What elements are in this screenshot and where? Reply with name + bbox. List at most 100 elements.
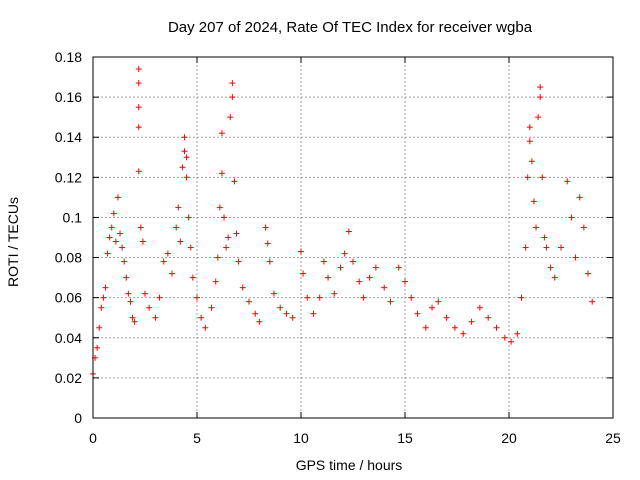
roti-point xyxy=(576,194,583,201)
roti-point xyxy=(106,234,113,241)
roti-point xyxy=(300,270,307,277)
roti-point xyxy=(214,254,221,261)
roti-point xyxy=(123,274,130,281)
roti-point xyxy=(422,324,429,331)
roti-point xyxy=(533,224,540,231)
roti-point xyxy=(429,304,436,311)
roti-point xyxy=(112,238,119,245)
roti-point xyxy=(350,258,356,265)
x-tick-label: 5 xyxy=(193,430,201,446)
roti-point xyxy=(252,310,259,317)
roti-point xyxy=(108,224,115,231)
roti-point xyxy=(156,294,163,301)
roti-point xyxy=(137,224,144,231)
roti-point xyxy=(125,290,132,297)
roti-point xyxy=(194,294,200,301)
plot-frame xyxy=(92,56,614,419)
roti-point xyxy=(119,244,126,251)
roti-point xyxy=(558,244,564,251)
roti-point xyxy=(135,80,142,87)
x-axis-label: GPS time / hours xyxy=(296,457,403,473)
roti-point xyxy=(179,164,186,171)
roti-point xyxy=(264,240,271,247)
y-tick-label: 0.12 xyxy=(55,169,82,185)
roti-point xyxy=(360,294,367,301)
roti-point xyxy=(341,250,348,257)
roti-point xyxy=(270,290,277,297)
y-tick-label: 0.14 xyxy=(55,129,82,145)
roti-point xyxy=(325,274,332,281)
roti-point xyxy=(372,264,379,271)
roti-point xyxy=(183,154,190,161)
roti-point xyxy=(387,298,394,305)
roti-point xyxy=(189,274,196,281)
roti-point xyxy=(110,210,117,217)
roti-point xyxy=(183,174,190,181)
roti-point xyxy=(543,244,550,251)
roti-point xyxy=(221,214,228,221)
roti-point xyxy=(187,244,194,251)
x-tick-label: 0 xyxy=(89,430,97,446)
roti-point xyxy=(541,234,548,241)
roti-point xyxy=(524,174,531,181)
x-tick-label: 10 xyxy=(293,430,309,446)
y-tick-label: 0 xyxy=(74,410,82,426)
roti-point xyxy=(114,194,121,201)
roti-point xyxy=(198,314,205,321)
roti-point xyxy=(100,294,107,301)
roti-point xyxy=(135,124,142,131)
roti-point xyxy=(169,270,176,277)
roti-point xyxy=(526,124,533,131)
roti-point xyxy=(223,244,230,251)
roti-point xyxy=(164,250,171,257)
roti-point xyxy=(414,310,421,317)
roti-point xyxy=(266,258,273,265)
roti-point xyxy=(98,304,105,311)
roti-point xyxy=(580,224,587,231)
roti-point xyxy=(181,148,188,155)
y-tick-label: 0.1 xyxy=(63,209,83,225)
roti-point xyxy=(117,230,124,237)
roti-point xyxy=(212,278,219,285)
roti-point xyxy=(460,330,467,337)
roti-point xyxy=(121,258,128,265)
roti-point xyxy=(402,278,408,285)
roti-point xyxy=(142,290,148,297)
roti-point xyxy=(518,294,525,301)
roti-point xyxy=(395,264,402,271)
y-tick-label: 0.02 xyxy=(55,370,82,386)
roti-point xyxy=(408,294,415,301)
roti-point xyxy=(568,214,575,221)
roti-point xyxy=(229,80,236,87)
x-tick-label: 25 xyxy=(605,430,621,446)
roti-point xyxy=(185,214,192,221)
roti-point xyxy=(104,250,111,257)
roti-point xyxy=(235,258,242,265)
roti-point xyxy=(337,264,344,271)
roti-point xyxy=(202,324,209,331)
roti-point xyxy=(528,158,535,165)
y-tick-label: 0.18 xyxy=(55,49,82,65)
roti-point xyxy=(366,274,373,281)
roti-point xyxy=(262,224,269,231)
roti-point xyxy=(345,228,352,235)
roti-point xyxy=(476,304,483,311)
x-tick-label: 20 xyxy=(501,430,517,446)
roti-point xyxy=(218,170,225,177)
roti-point xyxy=(443,314,450,321)
roti-point xyxy=(160,258,167,265)
roti-point xyxy=(152,314,159,321)
roti-point xyxy=(216,204,223,211)
roti-point xyxy=(320,258,327,265)
roti-point xyxy=(102,284,109,291)
roti-point xyxy=(310,310,317,317)
roti-point xyxy=(381,284,388,291)
roti-point xyxy=(229,94,236,101)
roti-point xyxy=(96,324,103,331)
roti-point xyxy=(468,318,475,325)
roti-point xyxy=(283,310,290,317)
roti-point xyxy=(289,314,296,321)
roti-point xyxy=(356,278,363,285)
roti-point xyxy=(514,330,521,337)
